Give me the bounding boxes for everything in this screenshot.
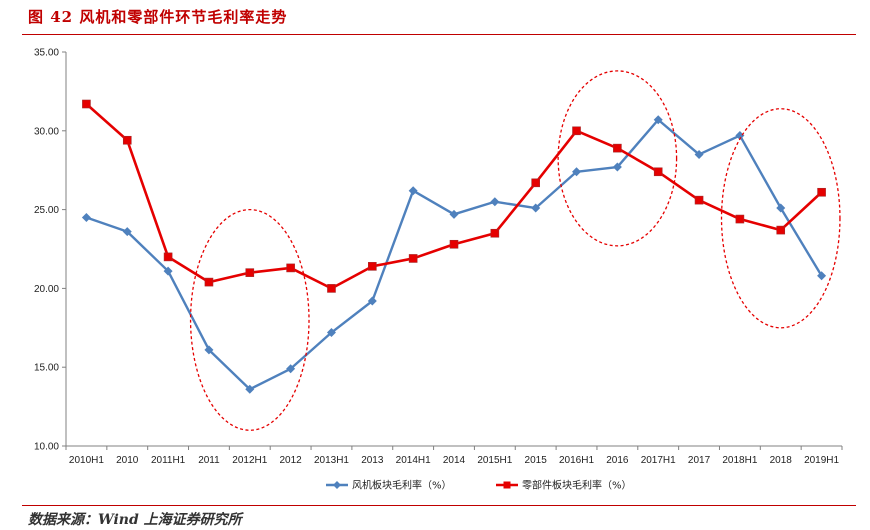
- data-point: [122, 227, 132, 237]
- data-point: [327, 284, 336, 293]
- data-point: [490, 228, 500, 238]
- legend-marker: [333, 481, 341, 489]
- x-tick-label: 2017H1: [641, 455, 676, 466]
- y-tick-label: 15.00: [34, 363, 59, 374]
- x-tick-labels: 2010H1 2010 2011H1 2011 2012H1 2012 2013H1 2013…: [65, 446, 843, 466]
- data-point: [286, 364, 296, 374]
- chart-legend: 风机板块毛利率（%） 零部件板块毛利率（%）: [326, 479, 632, 492]
- line-chart: 2010H1 2010 2011H1 2011 2012H1 2012 2013H1 2013…: [34, 48, 843, 492]
- legend-label: 零部件板块毛利率（%）: [522, 479, 632, 492]
- x-tick-label: 2018: [770, 455, 793, 466]
- x-tick-label: 2012: [280, 455, 303, 466]
- data-point: [776, 225, 786, 235]
- chart-axes: [65, 52, 842, 447]
- highlight-ellipse: [189, 208, 310, 431]
- series-line-2: [85, 103, 823, 290]
- data-point: [572, 167, 582, 177]
- data-point: [408, 254, 418, 263]
- legend-marker: [503, 481, 511, 489]
- x-tick-label: 2019H1: [804, 455, 839, 466]
- x-tick-label: 2014H1: [396, 455, 431, 466]
- highlight-ellipses: [189, 70, 841, 431]
- data-point: [694, 149, 704, 159]
- x-tick-label: 2016: [606, 455, 629, 466]
- data-point: [122, 135, 132, 145]
- x-tick-label: 2013H1: [314, 455, 349, 466]
- x-tick-label: 2015H1: [477, 455, 512, 466]
- data-point: [776, 203, 786, 213]
- data-point: [735, 131, 745, 141]
- x-tick-label: 2017: [688, 455, 711, 466]
- data-point: [694, 195, 704, 205]
- data-point: [326, 328, 336, 338]
- y-tick-label: 35.00: [34, 48, 59, 59]
- series-line-1: [86, 118, 823, 391]
- highlight-ellipse: [720, 108, 841, 329]
- x-tick-label: 2010H1: [69, 455, 104, 466]
- data-point: [81, 212, 91, 222]
- x-tick-label: 2013: [361, 455, 384, 466]
- x-tick-label: 2015: [525, 455, 548, 466]
- legend-label: 风机板块毛利率（%）: [352, 479, 452, 492]
- data-point: [82, 99, 91, 109]
- data-point: [367, 296, 377, 306]
- data-point: [368, 262, 377, 271]
- data-point: [245, 384, 255, 394]
- data-point: [204, 345, 214, 355]
- data-point: [163, 266, 173, 276]
- data-point: [653, 167, 663, 177]
- data-point: [735, 214, 745, 224]
- data-point: [817, 187, 826, 197]
- data-point: [531, 203, 541, 213]
- data-point: [613, 143, 622, 153]
- x-tick-label: 2010: [116, 455, 139, 466]
- y-tick-label: 30.00: [34, 126, 59, 137]
- top-divider: [22, 34, 856, 35]
- data-point: [612, 162, 622, 172]
- data-point: [204, 277, 214, 287]
- x-tick-label: 2011H1: [151, 455, 186, 466]
- x-tick-label: 2018H1: [722, 455, 757, 466]
- data-point: [817, 271, 827, 281]
- y-tick-labels: 10.00 15.00 20.00 25.00 30.00 35.00: [34, 48, 66, 453]
- data-point: [245, 268, 255, 277]
- bottom-divider: [22, 505, 856, 506]
- data-point: [449, 239, 459, 249]
- data-point: [572, 126, 581, 136]
- x-tick-label: 2012H1: [232, 455, 267, 466]
- y-tick-label: 20.00: [34, 284, 59, 295]
- highlight-ellipse: [557, 70, 678, 247]
- data-point: [531, 178, 540, 188]
- chart-series: [81, 99, 827, 394]
- y-tick-label: 25.00: [34, 205, 59, 216]
- y-tick-label: 10.00: [34, 442, 59, 453]
- figure-title: 图 42 风机和零部件环节毛利率走势: [28, 8, 288, 26]
- data-point: [408, 186, 418, 196]
- data-source: 数据来源：Wind 上海证券研究所: [28, 512, 242, 528]
- data-point: [449, 209, 459, 219]
- x-tick-label: 2011: [198, 455, 220, 466]
- data-point: [653, 115, 663, 125]
- data-point: [490, 197, 500, 207]
- x-tick-label: 2016H1: [559, 455, 594, 466]
- data-point: [286, 263, 295, 273]
- data-point: [163, 252, 173, 262]
- x-tick-label: 2014: [443, 455, 466, 466]
